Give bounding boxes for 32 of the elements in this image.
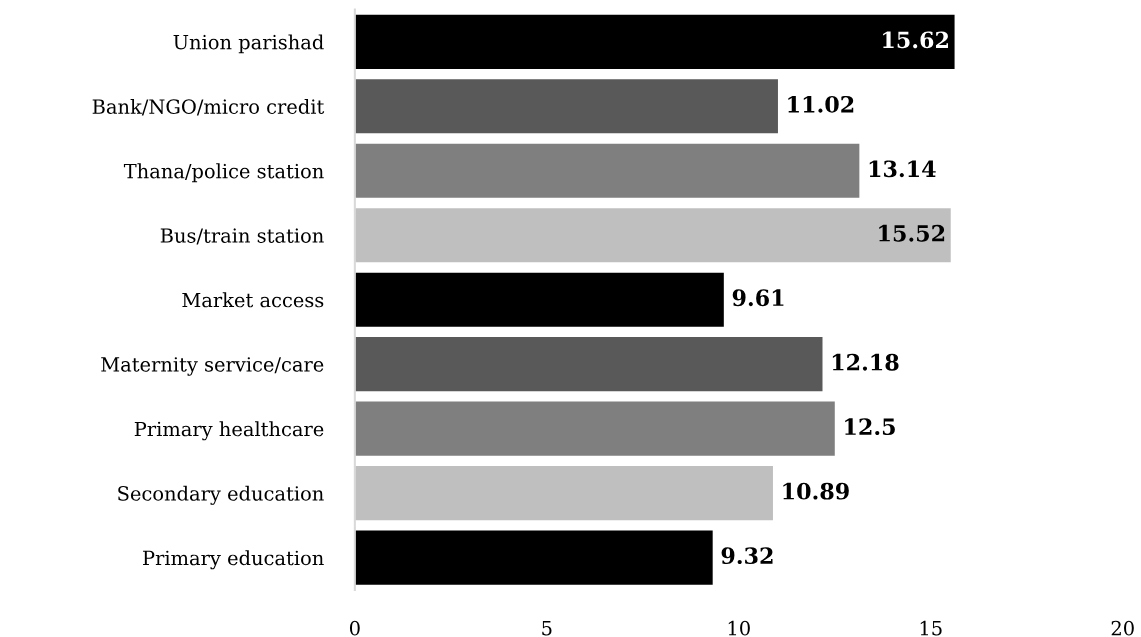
bar <box>354 466 773 521</box>
y-tick-label: Bank/NGO/micro credit <box>92 98 325 116</box>
y-tick-label: Secondary education <box>118 485 324 505</box>
bar <box>354 530 713 585</box>
data-label: 11.02 <box>788 95 854 113</box>
data-label: 15.52 <box>879 224 945 242</box>
y-tick-label: Bus/train station <box>160 228 324 245</box>
x-tick-label: 20 <box>1111 620 1134 636</box>
y-tick-label: Thana/police station <box>123 163 324 183</box>
data-label: 10.89 <box>783 482 849 500</box>
y-tick-label: Maternity service/care <box>101 357 324 376</box>
bar <box>354 208 951 263</box>
bar <box>354 14 955 69</box>
bar <box>354 401 835 456</box>
data-label: 12.18 <box>832 353 899 371</box>
bar <box>354 79 778 134</box>
bar <box>354 272 724 327</box>
x-tick-label: 10 <box>728 620 750 636</box>
data-label: 15.62 <box>883 31 948 49</box>
bar <box>354 143 860 198</box>
y-tick-label: Market access <box>182 292 324 308</box>
bar <box>354 337 823 392</box>
data-label: 13.14 <box>869 160 936 178</box>
y-tick-label: Primary healthcare <box>134 421 324 441</box>
x-tick-label: 0 <box>349 620 360 636</box>
x-tick-label: 5 <box>542 621 552 636</box>
y-tick-label: Primary education <box>143 550 324 570</box>
data-label: 9.61 <box>732 289 784 307</box>
y-tick-label: Union parishad <box>173 34 324 54</box>
data-label: 12.5 <box>845 418 895 436</box>
x-tick-label: 15 <box>920 620 942 636</box>
data-label: 9.32 <box>721 547 773 565</box>
